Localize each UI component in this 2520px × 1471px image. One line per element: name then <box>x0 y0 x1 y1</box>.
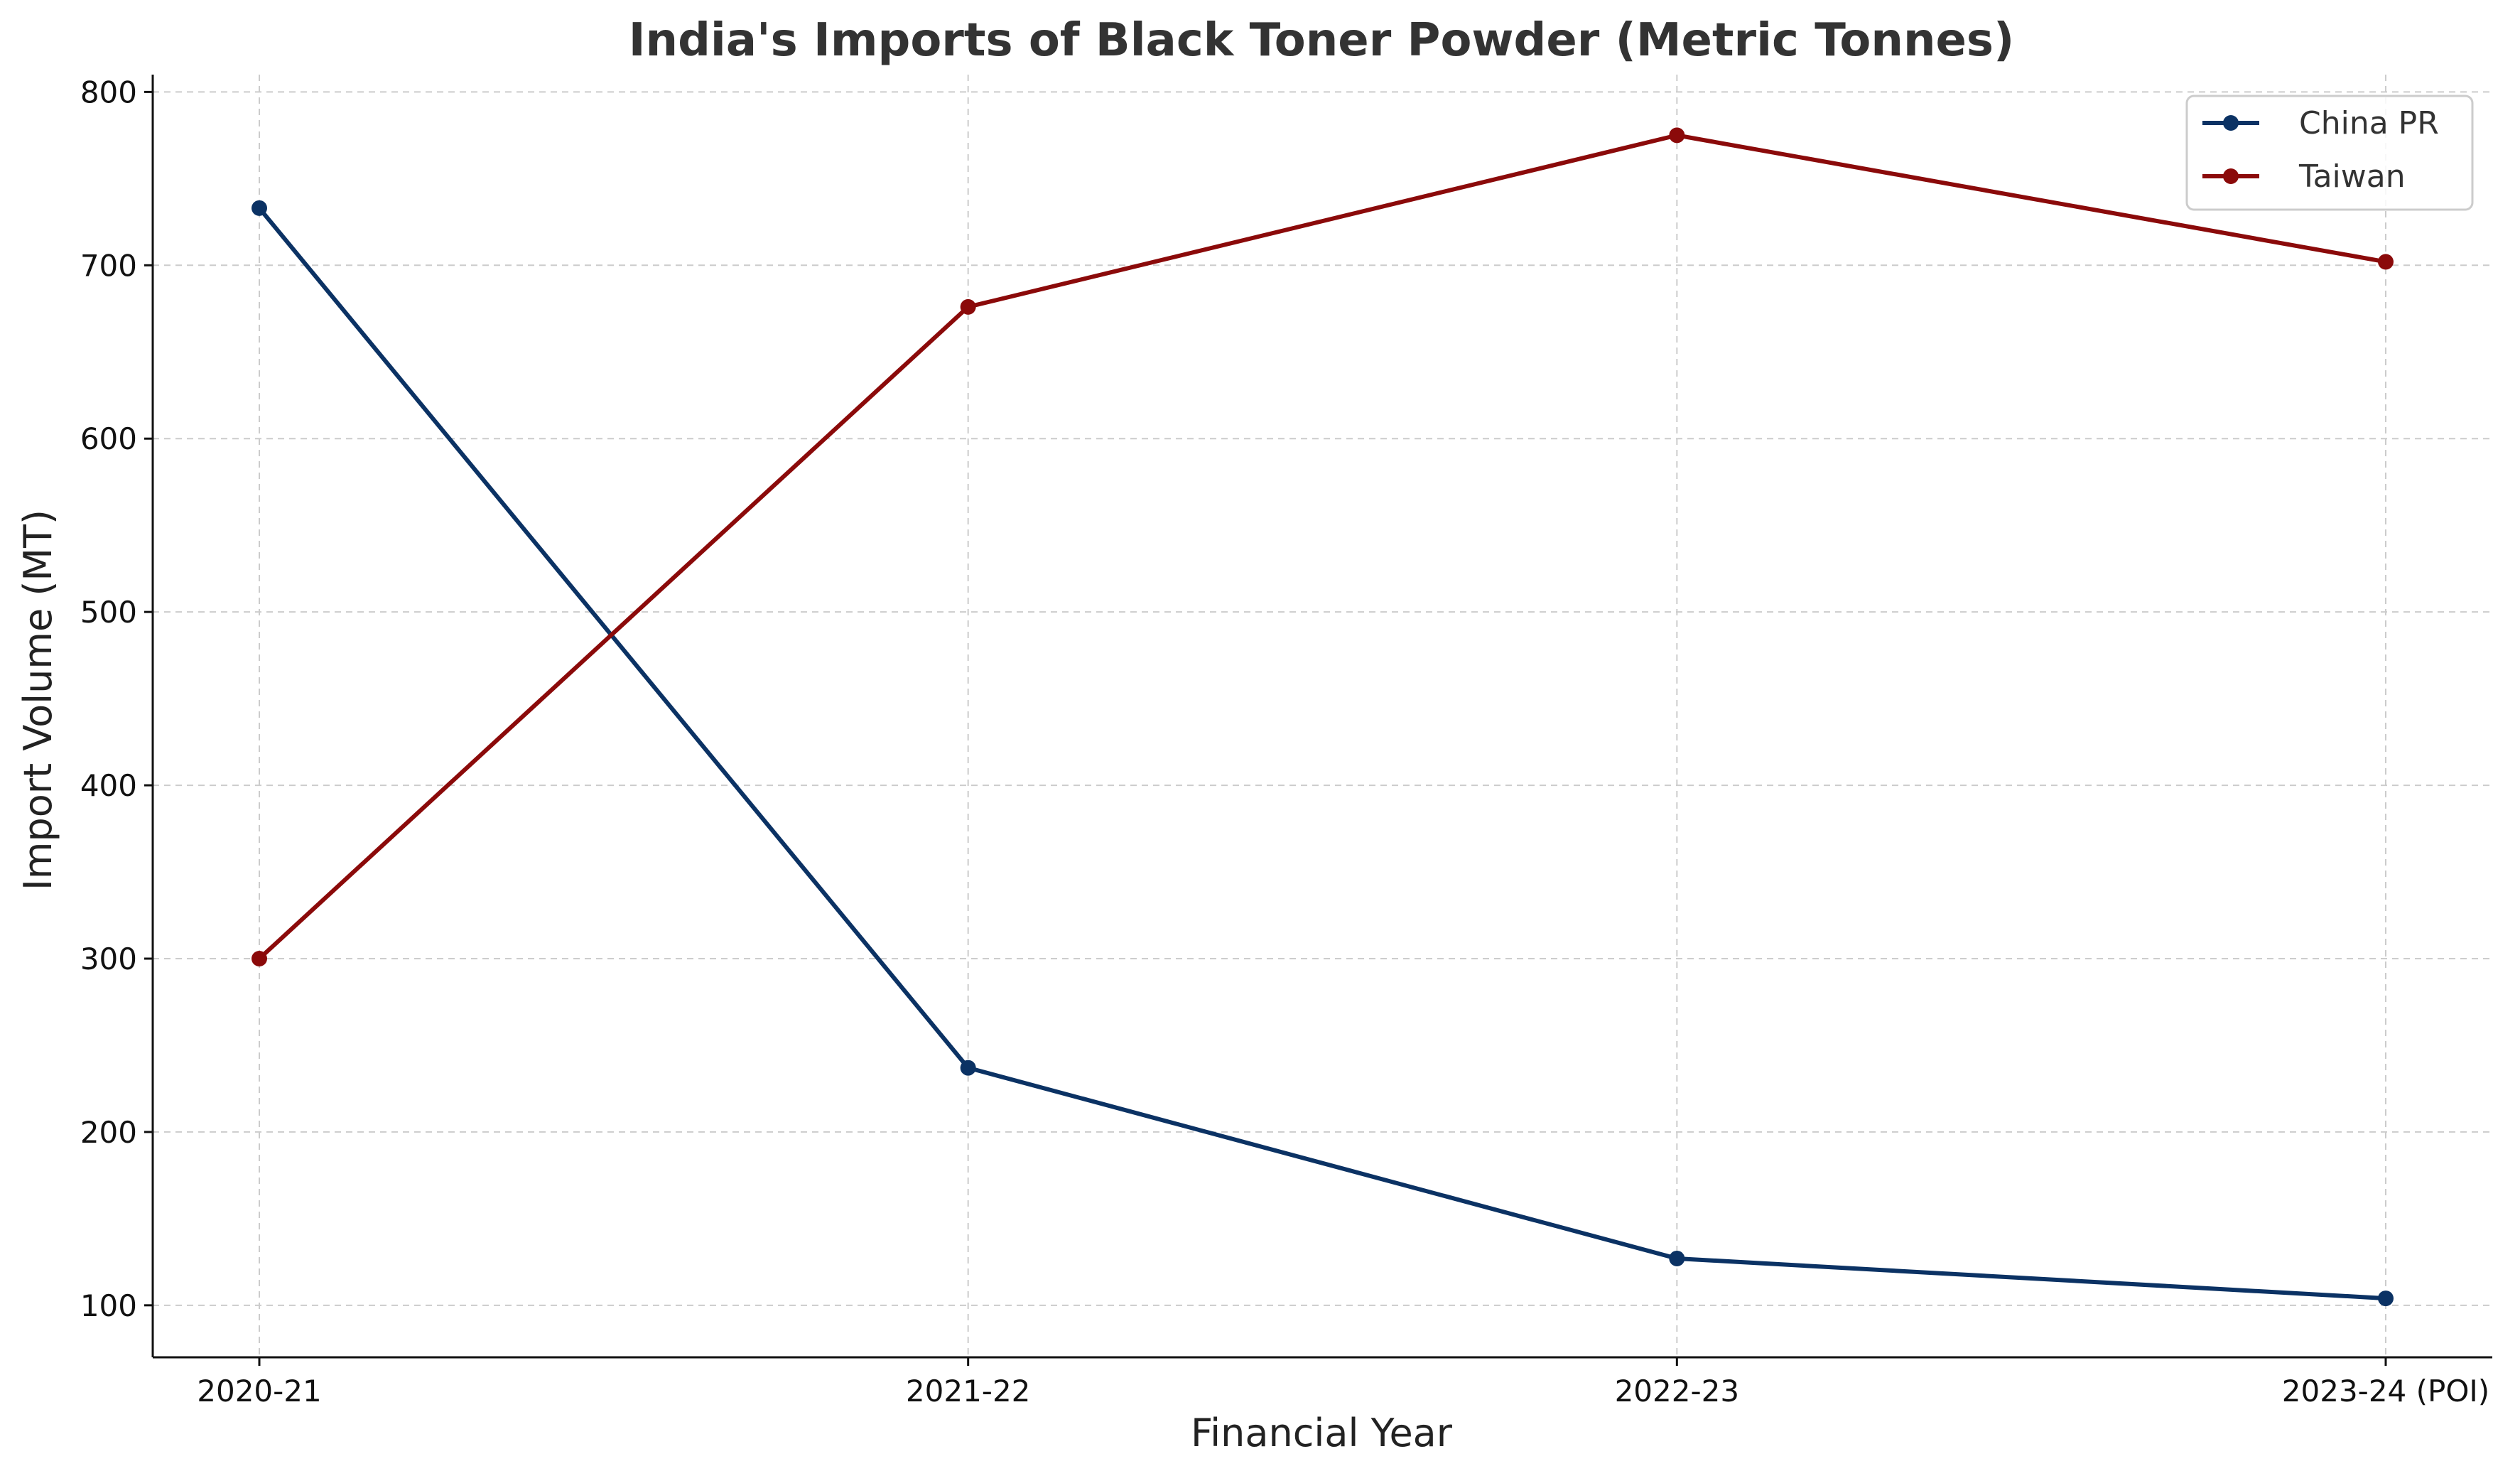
series-line-china-pr <box>257 206 2386 1301</box>
data-point-china-pr <box>252 200 267 216</box>
y-tick-label: 100 <box>80 1288 137 1323</box>
legend: China PR Taiwan <box>2185 95 2474 211</box>
series-line-taiwan <box>257 133 2386 961</box>
series-layer <box>252 127 2394 1307</box>
legend-label-china: China PR <box>2299 105 2439 141</box>
y-tick-label: 700 <box>80 248 137 283</box>
data-point-china-pr <box>1669 1250 1685 1266</box>
data-point-taiwan <box>960 298 976 315</box>
legend-marker-china <box>2223 115 2239 131</box>
y-tick-label: 800 <box>80 75 137 109</box>
y-tick-label: 600 <box>80 421 137 456</box>
legend-label-taiwan: Taiwan <box>2298 158 2406 195</box>
chart-title: India's Imports of Black Toner Powder (M… <box>629 14 2015 67</box>
data-point-china-pr <box>960 1060 976 1076</box>
grid-layer <box>153 75 2492 1357</box>
data-point-taiwan <box>2378 254 2394 270</box>
x-tick-label: 2021-22 <box>906 1374 1031 1408</box>
x-tick-label: 2023-24 (POI) <box>2282 1374 2489 1408</box>
data-point-china-pr <box>2378 1291 2394 1307</box>
y-tick-label: 300 <box>80 942 137 976</box>
y-tick-label: 400 <box>80 768 137 803</box>
x-tick-label: 2020-21 <box>197 1374 322 1408</box>
data-point-taiwan <box>252 950 267 966</box>
y-axis-label: Import Volume (MT) <box>16 510 60 890</box>
legend-marker-taiwan <box>2223 168 2239 184</box>
x-tick-label: 2022-23 <box>1615 1374 1740 1408</box>
axes-layer: 100 200 300 400 500 600 700 800 2020-21 2021-22 20… <box>80 75 2492 1408</box>
y-tick-label: 200 <box>80 1115 137 1150</box>
x-axis-label: Financial Year <box>1191 1411 1453 1455</box>
y-tick-label: 500 <box>80 595 137 630</box>
data-point-taiwan <box>1669 127 1685 144</box>
